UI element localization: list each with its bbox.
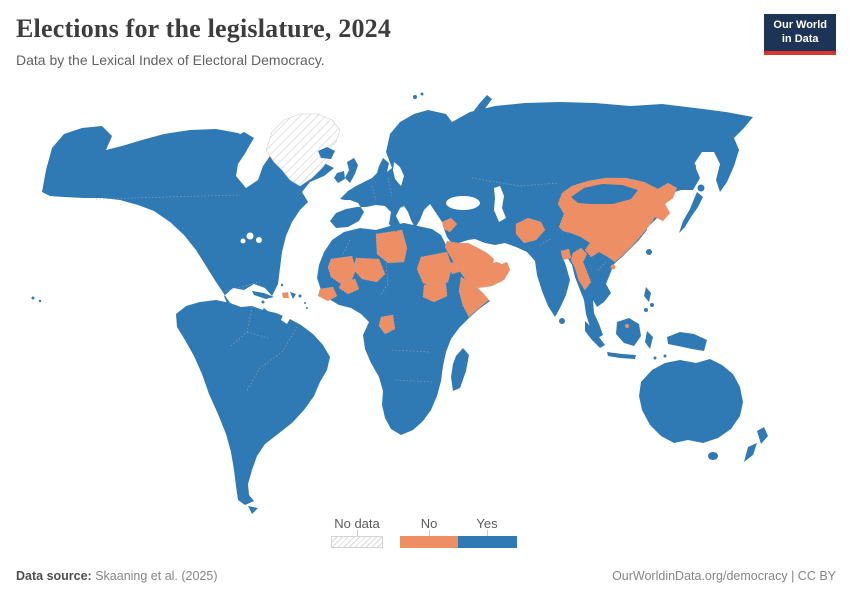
owid-logo[interactable]: Our World in Data <box>764 14 836 55</box>
region-new-zealand[interactable] <box>744 443 757 462</box>
region-island[interactable] <box>691 158 696 180</box>
region-island[interactable] <box>470 95 492 121</box>
region-sudan[interactable] <box>416 251 453 289</box>
legend-tick <box>429 530 430 536</box>
region-new-zealand[interactable] <box>757 427 768 444</box>
region-island[interactable] <box>248 506 258 514</box>
region-puerto-rico[interactable] <box>298 294 302 298</box>
legend-tick <box>487 530 488 536</box>
page-subtitle: Data by the Lexical Index of Electoral D… <box>16 52 325 68</box>
region-gabon[interactable] <box>378 314 396 335</box>
region-guinea[interactable] <box>317 286 338 302</box>
region-united-kingdom[interactable] <box>345 158 358 183</box>
region-island[interactable] <box>304 302 306 304</box>
page-title: Elections for the legislature, 2024 <box>16 14 392 43</box>
region-island[interactable] <box>420 92 424 96</box>
legend-label-yes[interactable]: Yes <box>476 516 498 531</box>
owid-logo-line2: in Data <box>781 32 819 45</box>
region-island[interactable] <box>616 318 641 346</box>
legend-tick <box>357 530 358 536</box>
region-philippines[interactable] <box>644 287 651 302</box>
region-madagascar[interactable] <box>451 348 469 391</box>
region-libya[interactable] <box>375 229 408 264</box>
region-haiti[interactable] <box>282 292 289 298</box>
region-island[interactable] <box>697 184 705 192</box>
region-island[interactable] <box>663 354 667 358</box>
region-japan[interactable] <box>679 192 703 233</box>
region-arabian-peninsula[interactable] <box>444 240 511 289</box>
legend-label-no[interactable]: No <box>420 516 438 531</box>
region-island[interactable] <box>306 307 308 309</box>
region-myanmar[interactable] <box>570 247 592 291</box>
region-island[interactable] <box>280 283 284 287</box>
region-mongolia[interactable] <box>571 184 638 204</box>
region-iceland[interactable] <box>318 147 335 159</box>
region-bangladesh[interactable] <box>560 248 572 261</box>
country-borders <box>95 177 607 393</box>
region-brunei[interactable] <box>625 324 629 328</box>
region-eurasia[interactable] <box>330 102 753 339</box>
legend-swatch-no[interactable] <box>400 536 458 548</box>
region-south-america[interactable] <box>176 300 330 505</box>
region-sri-lanka[interactable] <box>559 318 565 324</box>
region-hainan[interactable] <box>610 264 616 270</box>
region-australia[interactable] <box>639 359 743 443</box>
region-syria[interactable] <box>441 217 458 233</box>
region-afghanistan[interactable] <box>515 217 546 244</box>
region-island[interactable] <box>644 308 648 312</box>
region-new-guinea[interactable] <box>667 332 707 351</box>
legend-swatch-no-data[interactable] <box>331 536 383 548</box>
region-tasmania[interactable] <box>708 452 718 460</box>
region-island[interactable] <box>607 352 636 359</box>
region-somalia[interactable] <box>458 276 490 318</box>
region-island[interactable] <box>585 321 605 348</box>
region-island[interactable] <box>38 299 42 303</box>
region-island[interactable] <box>653 356 657 360</box>
owid-logo-line1: Our World <box>773 19 827 31</box>
region-jamaica[interactable] <box>261 300 265 304</box>
region-south-sudan[interactable] <box>422 283 448 303</box>
data-source-note: Data source: Skaaning et al. (2025) <box>16 569 218 583</box>
owid-url-license[interactable]: OurWorldinData.org/democracy | CC BY <box>612 569 836 583</box>
legend-swatch-yes[interactable] <box>458 536 517 548</box>
region-dominican-republic[interactable] <box>290 292 296 299</box>
data-source-value: Skaaning et al. (2025) <box>91 569 218 583</box>
region-island[interactable] <box>650 303 654 307</box>
data-source-label: Data source: <box>16 569 92 583</box>
region-ireland[interactable] <box>334 171 345 183</box>
region-island[interactable] <box>31 296 35 300</box>
region-cuba[interactable] <box>252 291 274 299</box>
region-north-america[interactable] <box>42 126 334 351</box>
region-taiwan[interactable] <box>646 249 652 255</box>
region-arctic-island[interactable] <box>230 132 254 150</box>
legend-label-no-data[interactable]: No data <box>334 516 380 531</box>
region-island[interactable] <box>645 331 653 349</box>
region-island[interactable] <box>413 95 417 99</box>
region-burkina-faso[interactable] <box>338 278 360 295</box>
